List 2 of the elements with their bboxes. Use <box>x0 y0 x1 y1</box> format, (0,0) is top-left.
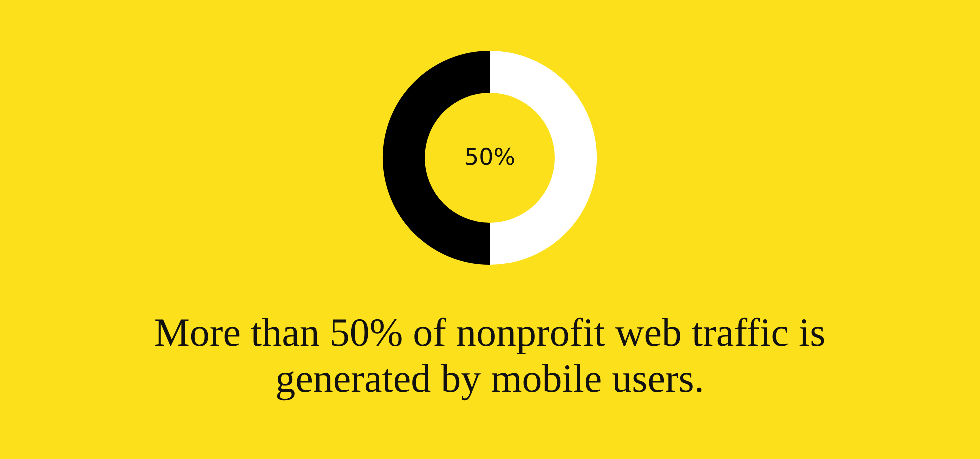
text: 50% <box>464 145 516 171</box>
text: More than 50% of nonprofit web traffic is generated by mobile users. <box>153 310 827 402</box>
